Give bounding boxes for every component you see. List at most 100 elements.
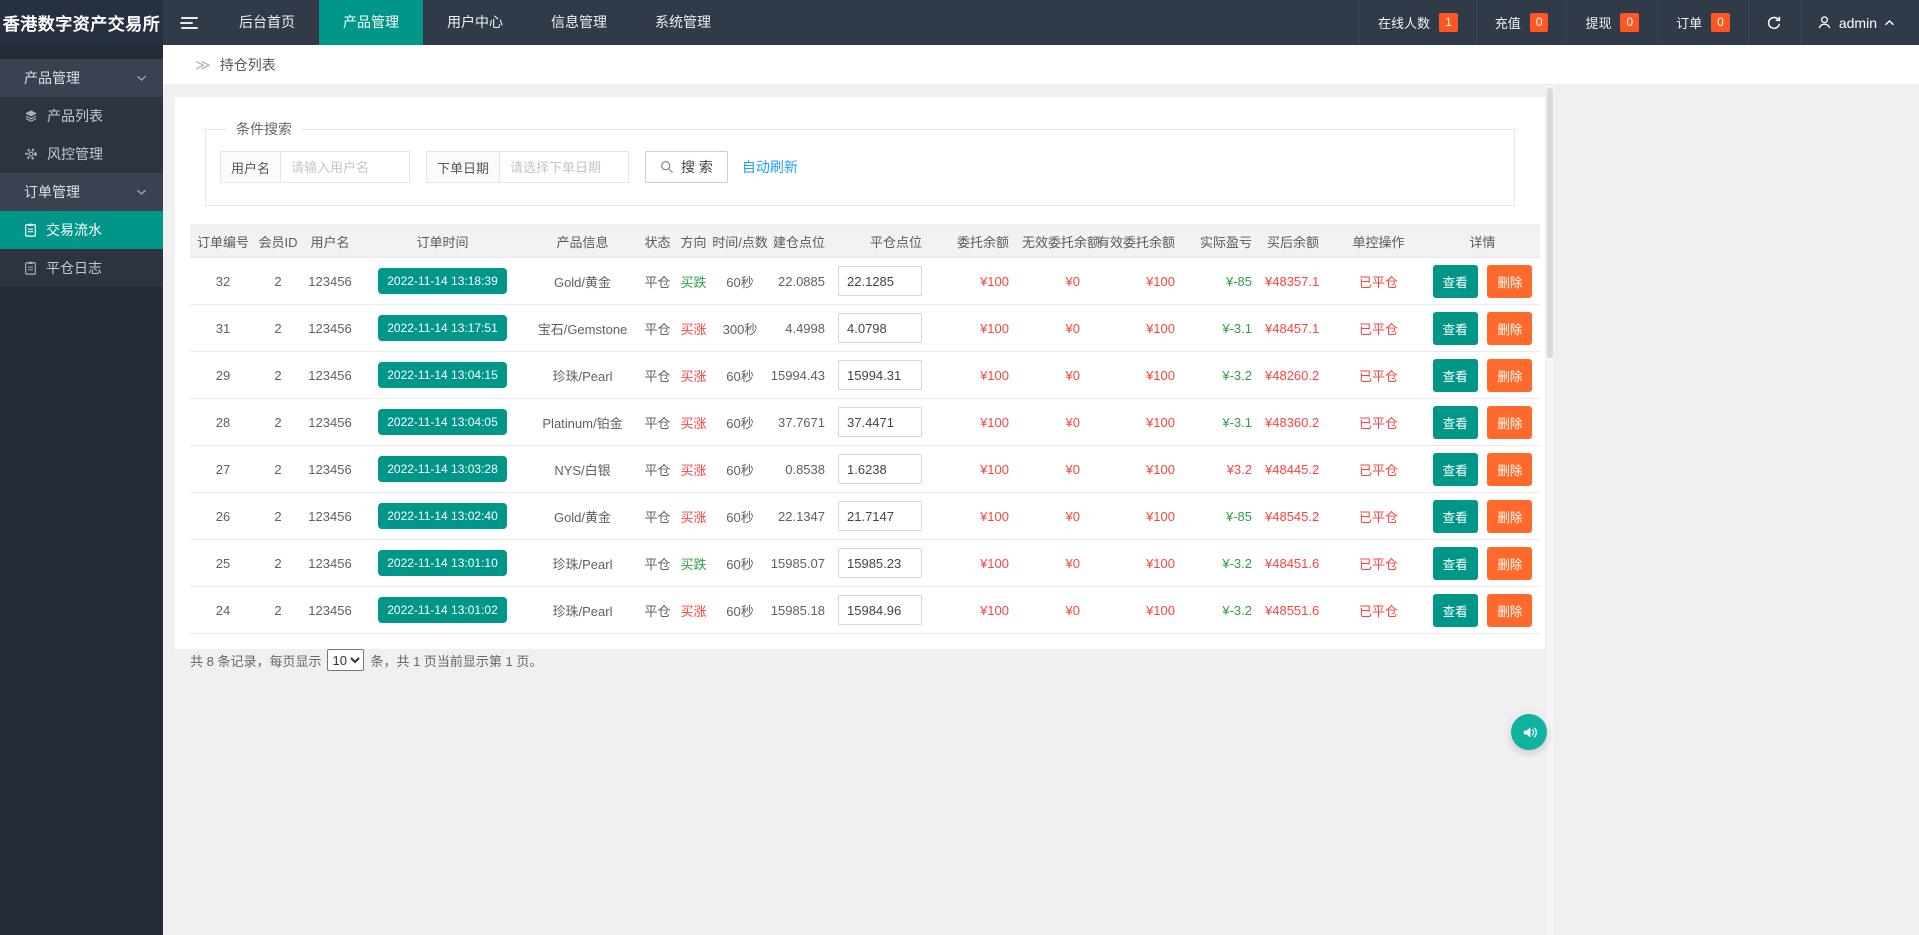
topbar-stats: 在线人数 1 充值 0 提现 0 订单 0 [1359, 0, 1748, 45]
cell-control-status: 已平仓 [1332, 258, 1425, 305]
topnav-item-user-center[interactable]: 用户中心 [423, 0, 527, 45]
delete-button[interactable]: 删除 [1487, 406, 1532, 439]
cell-valid-entrust: ¥100 [1093, 587, 1188, 634]
close-point-input[interactable] [838, 360, 922, 390]
view-button[interactable]: 查看 [1433, 406, 1478, 439]
delete-button[interactable]: 删除 [1487, 594, 1532, 627]
cell-status: 平仓 [640, 587, 675, 634]
positions-table: 订单编号会员ID用户名订单时间产品信息状态方向时间/点数建仓点位平仓点位委托余额… [190, 224, 1540, 634]
cell-control-status: 已平仓 [1332, 540, 1425, 587]
delete-button[interactable]: 删除 [1487, 547, 1532, 580]
close-point-input[interactable] [838, 454, 922, 484]
order-date-input[interactable] [499, 151, 629, 183]
cell-order-id: 25 [190, 540, 256, 587]
cell-period: 60秒 [712, 540, 768, 587]
column-header: 单控操作 [1332, 225, 1425, 258]
sidebar-item-close-log[interactable]: 平仓日志 [0, 249, 163, 287]
user-menu[interactable]: admin [1800, 0, 1919, 45]
cell-invalid-entrust: ¥0 [1022, 352, 1093, 399]
cell-member-id: 2 [256, 587, 300, 634]
username-input[interactable] [280, 151, 410, 183]
view-button[interactable]: 查看 [1433, 359, 1478, 392]
close-point-input[interactable] [838, 501, 922, 531]
topnav-item-info[interactable]: 信息管理 [527, 0, 631, 45]
delete-button[interactable]: 删除 [1487, 453, 1532, 486]
page-size-select[interactable]: 10 [327, 649, 364, 671]
cell-product: 珍珠/Pearl [525, 540, 640, 587]
cell-status: 平仓 [640, 446, 675, 493]
cell-pnl: ¥3.2 [1188, 446, 1265, 493]
table-row: 26 2 123456 2022-11-14 13:02:40 Gold/黄金 … [190, 493, 1540, 540]
refresh-button[interactable] [1748, 0, 1800, 45]
view-button[interactable]: 查看 [1433, 547, 1478, 580]
table-header-row: 订单编号会员ID用户名订单时间产品信息状态方向时间/点数建仓点位平仓点位委托余额… [190, 225, 1540, 258]
topbar-stat-orders[interactable]: 订单 0 [1657, 0, 1748, 45]
column-header: 状态 [640, 225, 675, 258]
cell-balance-after: ¥48451.6 [1265, 540, 1332, 587]
close-point-input[interactable] [838, 313, 922, 343]
refresh-icon [1766, 15, 1782, 31]
table-row: 31 2 123456 2022-11-14 13:17:51 宝石/Gemst… [190, 305, 1540, 352]
search-button[interactable]: 搜 索 [645, 151, 728, 183]
cell-invalid-entrust: ¥0 [1022, 493, 1093, 540]
view-button[interactable]: 查看 [1433, 500, 1478, 533]
hamburger-menu-icon[interactable] [163, 0, 215, 45]
cell-balance-after: ¥48260.2 [1265, 352, 1332, 399]
topbar-stat-online[interactable]: 在线人数 1 [1359, 0, 1476, 45]
delete-button[interactable]: 删除 [1487, 265, 1532, 298]
top-nav: 后台首页产品管理用户中心信息管理系统管理 [215, 0, 735, 45]
topbar-stat-recharge[interactable]: 充值 0 [1476, 0, 1567, 45]
cell-product: Gold/黄金 [525, 493, 640, 540]
topnav-item-home[interactable]: 后台首页 [215, 0, 319, 45]
delete-button[interactable]: 删除 [1487, 359, 1532, 392]
topnav-item-product[interactable]: 产品管理 [319, 0, 423, 45]
close-point-input[interactable] [838, 548, 922, 578]
order-time-badge: 2022-11-14 13:01:10 [378, 550, 507, 576]
stat-label: 在线人数 [1378, 13, 1430, 32]
cell-username: 123456 [300, 352, 360, 399]
sidebar-section[interactable]: 产品管理 [0, 59, 163, 97]
delete-button[interactable]: 删除 [1487, 500, 1532, 533]
view-button[interactable]: 查看 [1433, 265, 1478, 298]
cell-entrust-balance: ¥100 [935, 446, 1022, 493]
stat-badge: 0 [1711, 13, 1730, 31]
auto-refresh-link[interactable]: 自动刷新 [742, 157, 798, 177]
cell-order-id: 31 [190, 305, 256, 352]
view-button[interactable]: 查看 [1433, 312, 1478, 345]
speaker-icon [1520, 723, 1539, 742]
cell-status: 平仓 [640, 540, 675, 587]
sidebar-section[interactable]: 订单管理 [0, 173, 163, 211]
cell-entrust-balance: ¥100 [935, 587, 1022, 634]
topnav-item-system[interactable]: 系统管理 [631, 0, 735, 45]
sidebar-item-risk-control[interactable]: 风控管理 [0, 135, 163, 173]
table-row: 28 2 123456 2022-11-14 13:04:05 Platinum… [190, 399, 1540, 446]
username-group: 用户名 [220, 151, 410, 183]
view-button[interactable]: 查看 [1433, 594, 1478, 627]
sidebar-item-trade-flow[interactable]: 交易流水 [0, 211, 163, 249]
cell-entrust-balance: ¥100 [935, 258, 1022, 305]
view-button[interactable]: 查看 [1433, 453, 1478, 486]
cell-pnl: ¥-3.2 [1188, 352, 1265, 399]
cell-period: 60秒 [712, 493, 768, 540]
double-chevron-icon: ≫ [195, 56, 211, 74]
column-header: 无效委托余额 [1022, 225, 1093, 258]
sound-toggle-button[interactable] [1511, 714, 1547, 750]
column-header: 买后余额 [1265, 225, 1332, 258]
frame-scrollbar-thumb[interactable] [1547, 88, 1553, 358]
topbar-stat-withdraw[interactable]: 提现 0 [1566, 0, 1657, 45]
cell-direction: 买涨 [675, 587, 712, 634]
cell-balance-after: ¥48357.1 [1265, 258, 1332, 305]
column-header: 方向 [675, 225, 712, 258]
close-point-input[interactable] [838, 266, 922, 296]
close-point-input[interactable] [838, 407, 922, 437]
sidebar-item-product-list[interactable]: 产品列表 [0, 97, 163, 135]
cell-valid-entrust: ¥100 [1093, 258, 1188, 305]
close-point-input[interactable] [838, 595, 922, 625]
cell-period: 60秒 [712, 258, 768, 305]
cell-open-point: 4.4998 [768, 305, 838, 352]
cell-invalid-entrust: ¥0 [1022, 587, 1093, 634]
cell-order-id: 29 [190, 352, 256, 399]
table-row: 29 2 123456 2022-11-14 13:04:15 珍珠/Pearl… [190, 352, 1540, 399]
cell-product: NYS/白银 [525, 446, 640, 493]
delete-button[interactable]: 删除 [1487, 312, 1532, 345]
